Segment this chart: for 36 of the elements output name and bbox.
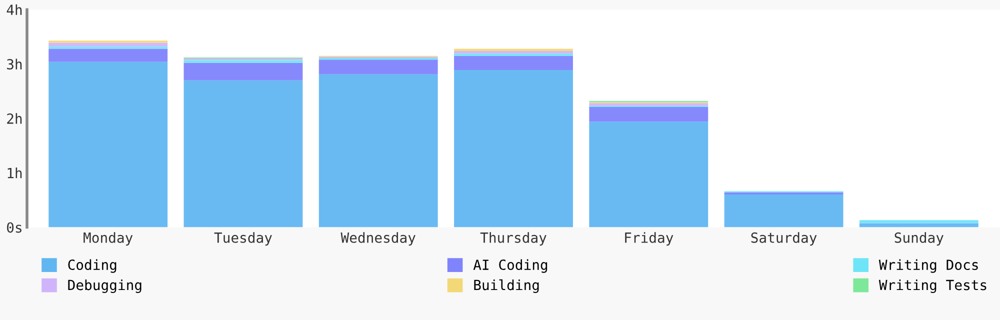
x-tick-label: Wednesday — [340, 232, 416, 246]
x-tick-label: Saturday — [751, 232, 817, 246]
bar — [184, 62, 303, 80]
x-tick-label: Monday — [84, 232, 133, 246]
bar — [454, 56, 573, 70]
bar — [318, 60, 438, 74]
bar — [48, 48, 168, 62]
y-tick-label: 2h — [7, 113, 22, 124]
y-tick-label: 1h — [8, 168, 22, 178]
legend-label: Writing Tests — [878, 279, 986, 294]
y-tick-label: 0s — [7, 222, 22, 233]
y-tick-label: 3h — [7, 58, 22, 70]
bar — [589, 103, 708, 106]
legend-label: Building — [474, 279, 539, 294]
bar — [589, 106, 708, 122]
legend-label: Writing Docs — [878, 259, 978, 273]
bar — [859, 224, 978, 228]
bar — [184, 80, 303, 228]
legend-label: AI Coding — [473, 259, 548, 273]
bar — [318, 74, 438, 228]
bar — [48, 42, 168, 47]
bar — [724, 192, 844, 195]
bar — [454, 70, 573, 228]
bar — [589, 122, 708, 228]
bar — [859, 220, 978, 224]
x-tick-label: Friday — [625, 232, 674, 246]
x-tick-label: Sunday — [894, 232, 944, 246]
bar — [184, 60, 303, 63]
bar — [724, 194, 844, 228]
legend-label: Debugging — [68, 279, 142, 294]
x-tick-label: Tuesday — [214, 232, 272, 246]
legend-label: Coding — [68, 259, 116, 273]
y-tick-label: 4h — [6, 4, 22, 15]
x-tick-label: Thursday — [480, 232, 546, 246]
bar — [454, 50, 573, 54]
bar — [48, 62, 168, 228]
